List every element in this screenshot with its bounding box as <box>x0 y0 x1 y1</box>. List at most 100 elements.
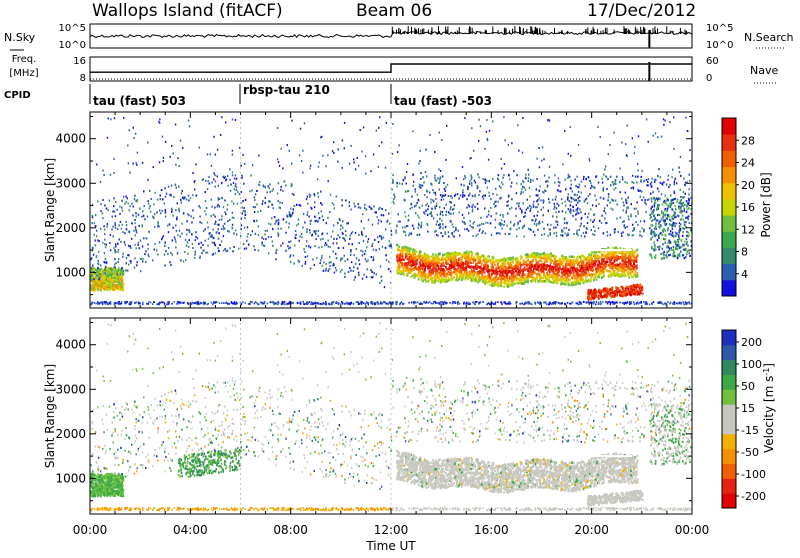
rti-cell <box>529 261 531 263</box>
rti-cell <box>406 183 407 185</box>
rti-cell <box>545 253 547 255</box>
rti-cell <box>539 197 540 199</box>
rti-cell <box>568 208 569 210</box>
rti-cell <box>492 278 494 280</box>
rti-cell <box>511 207 512 209</box>
rti-cell <box>349 267 350 269</box>
rti-cell <box>217 204 218 206</box>
rti-cell <box>446 268 448 270</box>
rti-cell <box>305 263 306 265</box>
rti-cell <box>617 264 619 266</box>
rti-cell <box>598 297 600 299</box>
rti-cell <box>465 271 467 273</box>
rti-cell <box>417 267 419 269</box>
rti-cell <box>595 272 597 274</box>
rti-cell <box>582 261 584 263</box>
rti-cell <box>414 249 416 251</box>
rti-cell <box>104 229 105 231</box>
rti-cell <box>573 275 575 277</box>
rti-cell <box>122 288 124 290</box>
rti-cell <box>529 255 531 257</box>
rti-cell <box>544 233 545 235</box>
rti-cell <box>619 262 621 264</box>
rti-cell <box>442 265 444 267</box>
rti-cell <box>564 278 566 280</box>
rti-cell <box>401 262 403 264</box>
rti-cell <box>614 294 616 296</box>
rti-cell <box>429 256 431 258</box>
rti-cell <box>604 264 606 266</box>
rti-cell <box>98 269 100 271</box>
rti-cell <box>500 271 502 273</box>
rti-cell <box>385 209 386 211</box>
rti-gap <box>491 249 631 251</box>
rti-cell <box>397 248 399 250</box>
rti-cell <box>365 250 366 252</box>
rti-cell <box>503 224 504 226</box>
rti-cell <box>378 222 379 224</box>
rti-cell <box>451 254 453 256</box>
rti-cell <box>420 226 421 228</box>
rti-cell <box>472 262 474 264</box>
rti-cell <box>367 260 368 262</box>
rti-cell <box>268 223 269 225</box>
rti-cell <box>462 192 463 194</box>
rti-cell <box>545 257 547 259</box>
rti-cell <box>635 286 637 288</box>
rti-cell <box>389 245 390 247</box>
rti-cell <box>277 193 278 195</box>
rti-cell <box>501 276 503 278</box>
rti-cell <box>635 257 637 259</box>
rti-cell <box>637 201 638 203</box>
rti-cell <box>602 291 604 293</box>
rti-cell <box>509 264 511 266</box>
rti-cell <box>333 224 334 226</box>
rti-cell <box>320 191 321 193</box>
rti-cell <box>675 208 676 210</box>
rti-cell <box>512 275 514 277</box>
rti-cell <box>557 278 559 280</box>
rti-cell <box>550 254 552 256</box>
noise-right-tick-top: 10^5 <box>706 23 733 34</box>
rti-cell <box>537 211 538 213</box>
rti-cell <box>441 262 443 264</box>
rti-cell <box>93 254 94 256</box>
rti-cell <box>500 259 502 261</box>
rti-cell <box>591 269 593 271</box>
rti-cell <box>594 219 595 221</box>
rti-cell <box>407 247 409 249</box>
rti-cell <box>498 284 500 286</box>
rti-cell <box>577 280 579 282</box>
rti-cell <box>134 198 135 200</box>
rti-cell <box>405 234 406 236</box>
rti-cell <box>554 277 556 279</box>
rti-cell <box>241 224 242 226</box>
rti-cell <box>446 281 448 283</box>
rti-cell <box>123 253 124 255</box>
rti-cell <box>270 223 271 225</box>
rti-cell <box>594 195 595 197</box>
rti-cell <box>229 231 230 233</box>
rti-cell <box>335 267 336 269</box>
rti-cell <box>238 248 239 250</box>
rti-cell <box>402 256 404 258</box>
rti-cell <box>486 180 487 182</box>
rti-cell <box>602 270 604 272</box>
rti-cell <box>610 289 612 291</box>
rti-cell <box>477 187 478 189</box>
rti-cell <box>496 194 497 196</box>
rti-cell <box>482 178 483 180</box>
rti-cell <box>469 257 471 259</box>
rti-cell <box>521 276 523 278</box>
rti-cell <box>213 214 214 216</box>
rti-cell <box>212 182 213 184</box>
rti-cell <box>442 175 443 177</box>
rti-cell <box>199 257 200 259</box>
rti-cell <box>609 266 611 268</box>
rti-cell <box>569 279 571 281</box>
rti-cell <box>515 267 517 269</box>
rti-cell <box>592 186 593 188</box>
rti-cell <box>630 264 632 266</box>
rti-cell <box>676 182 677 184</box>
rti-cell <box>510 282 512 284</box>
